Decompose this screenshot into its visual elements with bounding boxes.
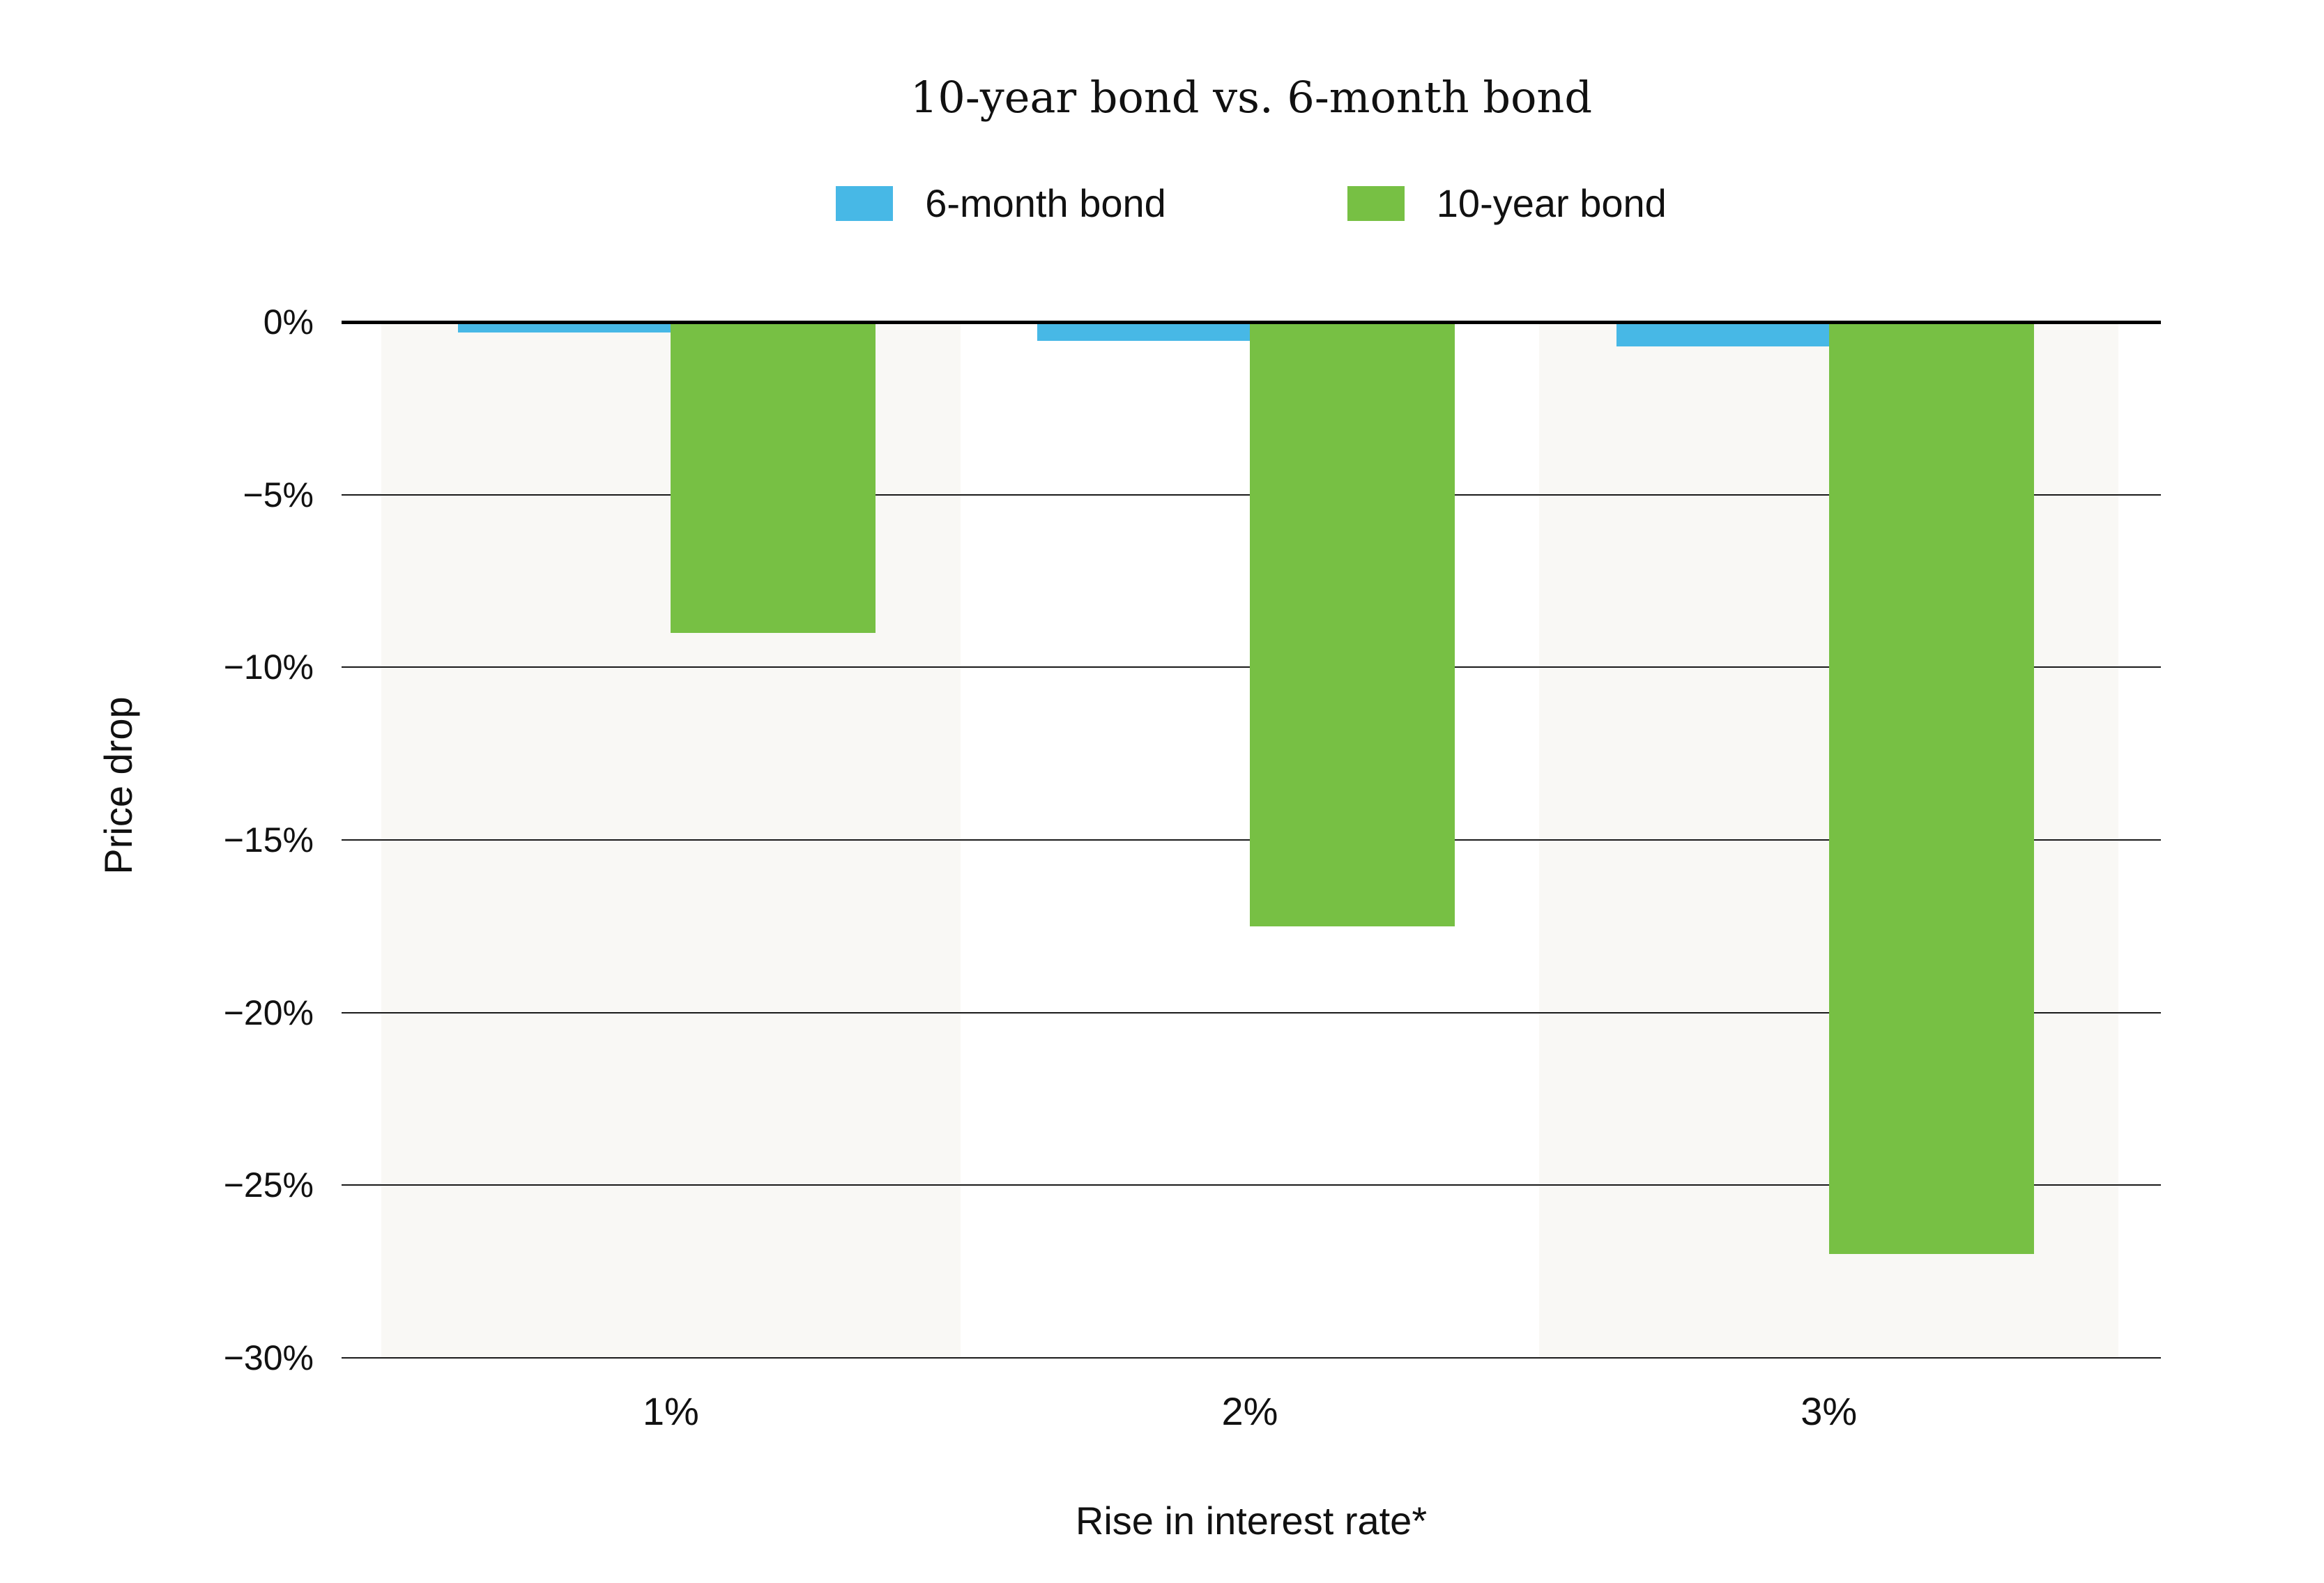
bar-10-year-bond [1250,322,1455,926]
y-tick-label: −30% [223,1338,314,1377]
x-axis-zero-line [342,321,2161,324]
y-axis-title: Price drop [96,696,140,875]
x-tick-label: 3% [1801,1389,1858,1433]
x-tick-label: 2% [1221,1389,1278,1433]
legend-item: 10-year bond [1347,183,1667,224]
legend-swatch-icon [1347,186,1405,221]
chart-title: 10-year bond vs. 6-month bond [910,72,1593,123]
bar-6-month-bond [1037,322,1250,342]
bar-10-year-bond [1828,322,2034,1255]
legend-label: 10-year bond [1436,181,1667,225]
legend-label: 6-month bond [925,181,1166,225]
x-tick-label: 1% [642,1389,699,1433]
y-tick-label: −15% [223,820,314,859]
y-tick-label: −5% [243,475,314,514]
y-tick-label: −20% [223,993,314,1032]
legend: 6-month bond 10-year bond [342,183,2161,224]
gridline [342,1357,2161,1359]
gridline [342,1184,2161,1186]
bar-10-year-bond [671,322,876,633]
legend-swatch-icon [836,186,894,221]
x-axis-title: Rise in interest rate* [1075,1499,1428,1543]
legend-item: 6-month bond [836,183,1166,224]
y-tick-label: 0% [263,303,314,342]
bar-6-month-bond [458,322,671,332]
gridline [342,1011,2161,1014]
y-tick-label: −25% [223,1165,314,1205]
y-tick-label: −10% [223,648,314,687]
bar-6-month-bond [1616,322,1829,346]
